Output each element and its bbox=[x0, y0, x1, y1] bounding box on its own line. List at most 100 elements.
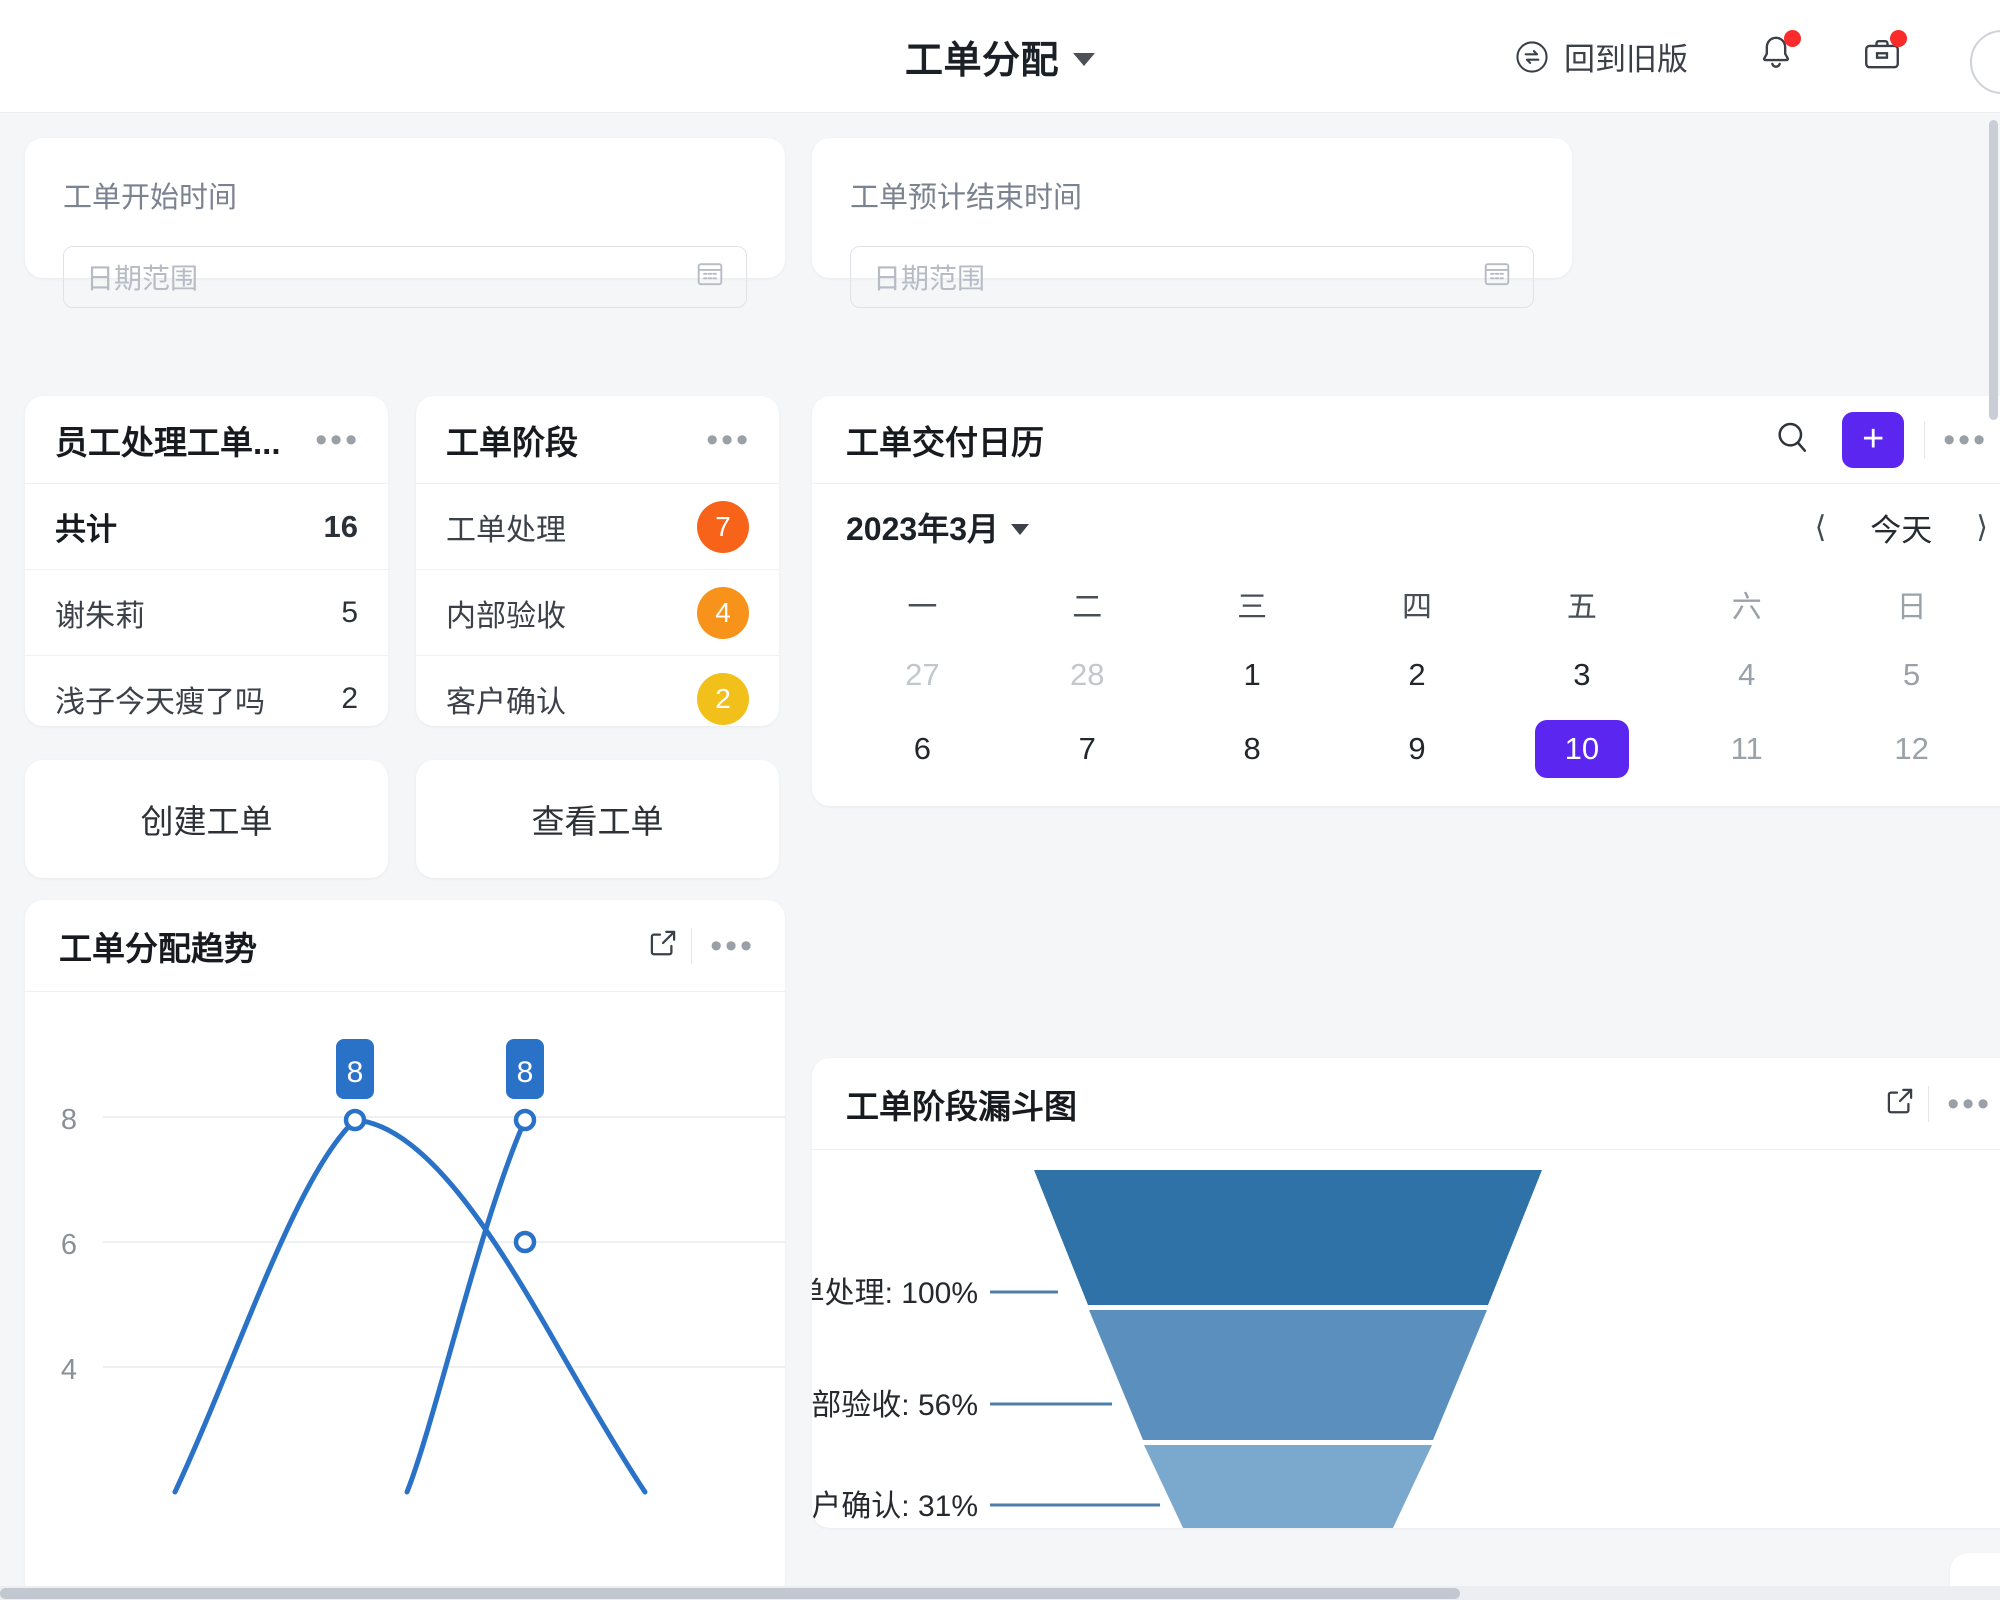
divider bbox=[1928, 1085, 1930, 1122]
list-item[interactable]: 浅子今天瘦了吗 2 bbox=[25, 656, 388, 726]
more-horizontal-icon[interactable]: ••• bbox=[706, 420, 751, 459]
more-horizontal-icon[interactable]: ••• bbox=[1947, 1084, 1992, 1123]
calendar-day[interactable]: 13 bbox=[905, 800, 939, 807]
calendar-day[interactable]: 18 bbox=[1729, 800, 1763, 807]
list-item[interactable]: 工单处理 7 bbox=[416, 484, 779, 570]
calendar-icon[interactable] bbox=[1481, 258, 1513, 297]
calendar-day[interactable]: 1 bbox=[1243, 656, 1261, 692]
list-item[interactable]: 共计 16 bbox=[25, 484, 388, 570]
back-to-legacy-button[interactable]: 回到旧版 bbox=[1513, 34, 1688, 79]
view-ticket-button[interactable]: 查看工单 bbox=[416, 760, 779, 878]
calendar-cell-wrap: 11 bbox=[1664, 726, 1829, 771]
ticket-stage-card: 工单阶段 ••• 工单处理 7 内部验收 4 客户确认 2 交付完成 3 bbox=[416, 396, 779, 726]
calendar-nav: 2023年3月 ⟨ 今天 ⟩ bbox=[812, 484, 2000, 570]
calendar-cell-wrap: 14 bbox=[1005, 800, 1170, 807]
avatar[interactable] bbox=[1970, 30, 2000, 94]
list-item[interactable]: 客户确认 2 bbox=[416, 656, 779, 726]
calendar-day-grid: 2728123456789101112131415161718192021222… bbox=[812, 652, 2000, 807]
calendar-month-label: 2023年3月 bbox=[846, 511, 999, 547]
calendar-day[interactable]: 19 bbox=[1894, 800, 1928, 807]
data-label: 8 bbox=[506, 1039, 544, 1099]
calendar-day[interactable]: 17 bbox=[1565, 800, 1599, 807]
calendar-day[interactable]: 15 bbox=[1235, 800, 1269, 807]
more-horizontal-icon[interactable]: ••• bbox=[710, 926, 755, 965]
workbench-button[interactable] bbox=[1860, 30, 1907, 81]
list-item[interactable]: 谢朱莉 5 bbox=[25, 570, 388, 656]
search-icon[interactable] bbox=[1772, 417, 1812, 462]
calendar-cell-wrap: 9 bbox=[1335, 726, 1500, 771]
chevron-left-icon[interactable]: ⟨ bbox=[1814, 510, 1827, 544]
page-scrollbar[interactable] bbox=[1989, 120, 1998, 420]
notifications-button[interactable] bbox=[1754, 30, 1801, 81]
horizontal-scrollbar-thumb[interactable] bbox=[0, 1588, 1460, 1599]
calendar-header: 工单交付日历 + ••• bbox=[812, 396, 2000, 484]
data-point bbox=[513, 1230, 537, 1254]
calendar-weekday-header: 一二三四五六日 bbox=[812, 570, 2000, 652]
page-title-group[interactable]: 工单分配 bbox=[905, 29, 1096, 84]
calendar-cell-wrap: 5 bbox=[1829, 652, 1994, 697]
calendar-day[interactable]: 27 bbox=[905, 656, 940, 692]
calendar-month-selector[interactable]: 2023年3月 bbox=[846, 504, 1029, 550]
list-item-label: 共计 bbox=[55, 512, 117, 547]
list-item-label: 工单处理 bbox=[446, 513, 566, 547]
add-event-button[interactable]: + bbox=[1842, 411, 1905, 468]
trend-line-series-2 bbox=[404, 1117, 528, 1495]
back-to-legacy-label: 回到旧版 bbox=[1564, 42, 1688, 77]
calendar-day[interactable]: 12 bbox=[1894, 730, 1929, 766]
horizontal-scrollbar-track[interactable] bbox=[0, 1586, 2000, 1600]
calendar-cell-wrap: 17 bbox=[1499, 800, 1664, 807]
calendar-day[interactable]: 8 bbox=[1243, 730, 1261, 766]
list-item-label: 内部验收 bbox=[446, 599, 566, 633]
calendar-cell-wrap: 2 bbox=[1335, 652, 1500, 697]
trend-chart-title: 工单分配趋势 bbox=[59, 929, 257, 967]
calendar-icon[interactable] bbox=[694, 258, 726, 297]
data-point bbox=[343, 1108, 367, 1132]
list-item-label: 谢朱莉 bbox=[55, 599, 145, 633]
funnel-label-1: 工单处理: 100% bbox=[812, 1277, 978, 1310]
calendar-title: 工单交付日历 bbox=[846, 423, 1044, 461]
calendar-cell-wrap: 1 bbox=[1170, 652, 1335, 697]
calendar-day[interactable]: 9 bbox=[1408, 730, 1426, 766]
workbench-badge-dot bbox=[1890, 30, 1907, 47]
more-horizontal-icon[interactable]: ••• bbox=[315, 420, 360, 459]
start-date-placeholder: 日期范围 bbox=[86, 263, 199, 294]
trend-line-series-1 bbox=[172, 1117, 648, 1495]
external-link-icon[interactable] bbox=[645, 925, 681, 966]
y-tick-label: 6 bbox=[61, 1229, 77, 1261]
calendar-cell-wrap: 18 bbox=[1664, 800, 1829, 807]
briefcase-icon bbox=[1865, 39, 1899, 69]
calendar-day-selected[interactable]: 10 bbox=[1534, 719, 1629, 778]
calendar-cell-wrap: 15 bbox=[1170, 800, 1335, 807]
svg-text:8: 8 bbox=[517, 1056, 534, 1089]
stage-card-title: 工单阶段 bbox=[446, 423, 578, 461]
list-item[interactable]: 内部验收 4 bbox=[416, 570, 779, 656]
create-ticket-button[interactable]: 创建工单 bbox=[25, 760, 388, 878]
calendar-weekday: 六 bbox=[1731, 591, 1762, 624]
chevron-right-icon[interactable]: ⟩ bbox=[1976, 510, 1988, 544]
end-date-range-input[interactable]: 日期范围 bbox=[850, 246, 1534, 308]
stage-list: 工单处理 7 内部验收 4 客户确认 2 交付完成 3 bbox=[416, 484, 779, 726]
calendar-day[interactable]: 16 bbox=[1400, 800, 1434, 807]
calendar-day[interactable]: 4 bbox=[1738, 656, 1756, 692]
calendar-day[interactable]: 3 bbox=[1573, 656, 1591, 692]
funnel-segment-3 bbox=[1144, 1445, 1432, 1528]
calendar-day[interactable]: 11 bbox=[1730, 730, 1763, 766]
calendar-day[interactable]: 2 bbox=[1408, 656, 1426, 692]
chevron-down-icon[interactable] bbox=[1073, 52, 1096, 66]
list-item-value: 2 bbox=[341, 681, 358, 715]
calendar-day[interactable]: 5 bbox=[1902, 656, 1921, 692]
filter-end-time: 工单预计结束时间 日期范围 bbox=[812, 138, 1572, 308]
funnel-label-3: 客户确认: 31% bbox=[812, 1490, 978, 1523]
external-link-icon[interactable] bbox=[1882, 1083, 1918, 1124]
calendar-day[interactable]: 7 bbox=[1078, 730, 1096, 766]
data-point bbox=[513, 1108, 537, 1132]
calendar-weekday: 一 bbox=[907, 591, 938, 624]
more-horizontal-icon[interactable]: ••• bbox=[1943, 420, 1988, 459]
header-actions: 回到旧版 bbox=[1513, 0, 2000, 113]
calendar-day[interactable]: 28 bbox=[1070, 656, 1105, 692]
calendar-day[interactable]: 14 bbox=[1070, 800, 1104, 807]
calendar-day[interactable]: 6 bbox=[913, 730, 932, 766]
today-button[interactable]: 今天 bbox=[1870, 512, 1933, 548]
start-date-range-input[interactable]: 日期范围 bbox=[63, 246, 747, 308]
